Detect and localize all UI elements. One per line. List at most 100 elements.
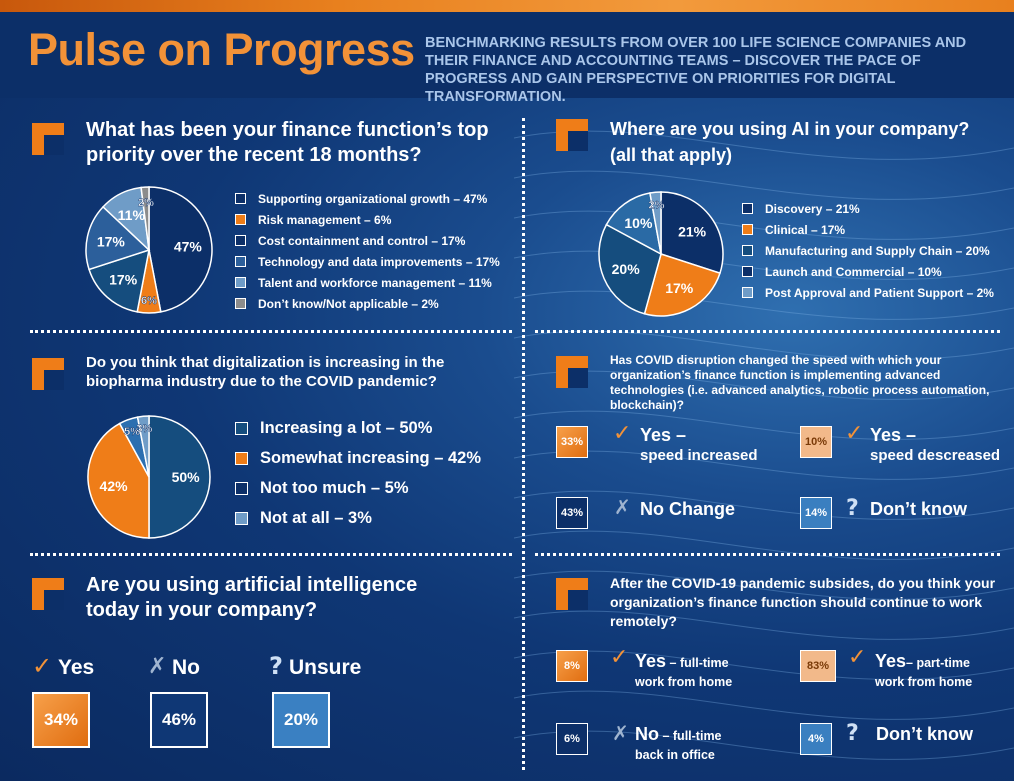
pie-slice-manufacturing-and-supply-chain (598, 223, 662, 315)
legend-label: Increasing a lot – 50% (260, 418, 433, 437)
legend-label: Not too much – 5% (260, 478, 409, 497)
legend-swatch (235, 193, 246, 204)
x-mark-icon: ✗ (614, 495, 631, 519)
remote-parttime-home-label: Yes– part-time (875, 651, 970, 672)
no-change-value: 43% (556, 497, 588, 529)
legend-label: Discovery – 21% (765, 201, 860, 216)
divider-left-2 (30, 553, 512, 556)
pie-slice-cost-containment-and-control (88, 248, 150, 313)
divider-right-1 (535, 330, 1000, 333)
question-ai-usage: Where are you using AI in your company? … (610, 119, 970, 165)
pie-slice-increasing-a-lot (148, 415, 211, 539)
legend-swatch (742, 245, 753, 256)
pie-slice-don-t-know-not-applicable (140, 186, 150, 251)
pie-label-discovery: 21% (678, 223, 707, 239)
pie-label-don-t-know-not-applicable: 2% (138, 197, 154, 209)
question-covid-speed: Has COVID disruption changed the speed w… (610, 353, 990, 412)
speed-decreased-label: Yes – (870, 425, 917, 445)
pie-label-increasing-a-lot: 50% (172, 469, 201, 485)
legend-label: Supporting organizational growth – 47% (258, 191, 488, 206)
legend-item: Technology and data improvements – 17% (235, 251, 500, 272)
legend-item: Manufacturing and Supply Chain – 20% (742, 240, 994, 261)
answer-yes-label: Yes (58, 656, 95, 679)
legend-swatch (235, 277, 246, 288)
remote-fulltime-home-value: 8% (556, 650, 588, 682)
section-square-icon (32, 358, 64, 390)
remote-dont-know-label: Don’t know (876, 724, 973, 744)
pie-label-risk-management: 6% (141, 295, 157, 307)
check-icon: ✓ (845, 421, 864, 446)
legend-item: Cost containment and control – 17% (235, 230, 500, 251)
legend-label: Launch and Commercial – 10% (765, 264, 942, 279)
legend-swatch (235, 481, 248, 495)
answer-detail: – full-time (666, 656, 729, 670)
pie-slice-not-at-all (136, 415, 150, 478)
question-digitalization: Do you think that digitalization is incr… (86, 354, 445, 390)
legend-item: Increasing a lot – 50% (235, 413, 481, 443)
remote-dont-know-value: 4% (800, 723, 832, 755)
check-icon: ✓ (848, 645, 867, 670)
section-square-icon (32, 123, 64, 155)
legend-label: Technology and data improvements – 17% (258, 254, 500, 269)
legend-top-priority: Supporting organizational growth – 47% Ri… (235, 188, 500, 314)
remote-back-office-label: No – full-time (635, 724, 722, 745)
x-mark-icon: ✗ (612, 721, 629, 745)
question-mark-icon: ? (846, 721, 859, 746)
pie-slice-post-approval-and-patient-support (649, 191, 662, 255)
speed-increased-value: 33% (556, 426, 588, 458)
page-title: Pulse on Progress (28, 24, 415, 75)
legend-swatch (235, 451, 248, 465)
check-icon: ✓ (610, 645, 629, 670)
pie-slice-clinical (643, 253, 721, 317)
question-remote-work: After the COVID-19 pandemic subsides, do… (610, 575, 996, 629)
legend-label: Cost containment and control – 17% (258, 233, 466, 248)
legend-item: Post Approval and Patient Support – 2% (742, 282, 994, 303)
legend-label: Manufacturing and Supply Chain – 20% (765, 243, 990, 258)
legend-item: Clinical – 17% (742, 219, 994, 240)
pie-slice-technology-and-data-improvements (85, 205, 151, 271)
answer-no-label: No (172, 656, 200, 679)
answer-detail: – full-time (659, 729, 722, 743)
legend-label: Don’t know/Not applicable – 2% (258, 296, 439, 311)
check-icon: ✓ (32, 652, 53, 680)
question-ai-today: Are you using artificial intelligence to… (86, 574, 418, 621)
legend-item: Don’t know/Not applicable – 2% (235, 293, 500, 314)
legend-item: Not too much – 5% (235, 473, 481, 503)
remote-back-office-sublabel: back in office (635, 748, 715, 762)
dont-know-label: Don’t know (870, 499, 967, 519)
pie-label-talent-and-workforce-management: 11% (118, 207, 146, 223)
pie-chart-ai-usage: 21% 17% 20% 10% 2% (598, 191, 724, 317)
legend-swatch (235, 235, 246, 246)
legend-swatch (235, 256, 246, 267)
pie-label-manufacturing-and-supply-chain: 20% (612, 261, 641, 277)
pie-slice-supporting-organizational-growth (148, 186, 213, 313)
pie-label-clinical: 17% (665, 280, 694, 296)
speed-decreased-value: 10% (800, 426, 832, 458)
legend-item: Launch and Commercial – 10% (742, 261, 994, 282)
legend-swatch (235, 511, 248, 525)
ai-today-no-value: 46% (150, 692, 208, 748)
speed-increased-label: Yes – (640, 425, 687, 445)
no-change-label: No Change (640, 499, 736, 519)
pie-slice-discovery (660, 191, 724, 275)
legend-label: Risk management – 6% (258, 212, 392, 227)
divider-right-2 (535, 553, 1000, 556)
header-band (0, 12, 1014, 98)
answer-yes-bold: Yes (635, 651, 667, 671)
pie-label-not-too-much: 5% (124, 426, 140, 438)
legend-item: Discovery – 21% (742, 198, 994, 219)
section-square-icon (556, 119, 588, 151)
legend-swatch (742, 266, 753, 277)
pie-label-cost-containment-and-control: 17% (109, 271, 138, 287)
pie-slice-launch-and-commercial (605, 192, 663, 256)
divider-left-1 (30, 330, 512, 333)
legend-item: Supporting organizational growth – 47% (235, 188, 500, 209)
legend-label: Somewhat increasing – 42% (260, 448, 482, 467)
ai-today-yes-value: 34% (32, 692, 90, 748)
pie-chart-top-priority: 47%6%17%17%11%2% (85, 186, 213, 314)
pie-label-technology-and-data-improvements: 17% (97, 233, 126, 249)
legend-digitalization: Increasing a lot – 50% Somewhat increasin… (235, 413, 481, 533)
pie-slice-somewhat-increasing (87, 422, 150, 539)
pie-label-post-approval-and-patient-support: 2% (648, 199, 664, 211)
remote-parttime-home-sublabel: work from home (875, 675, 973, 689)
